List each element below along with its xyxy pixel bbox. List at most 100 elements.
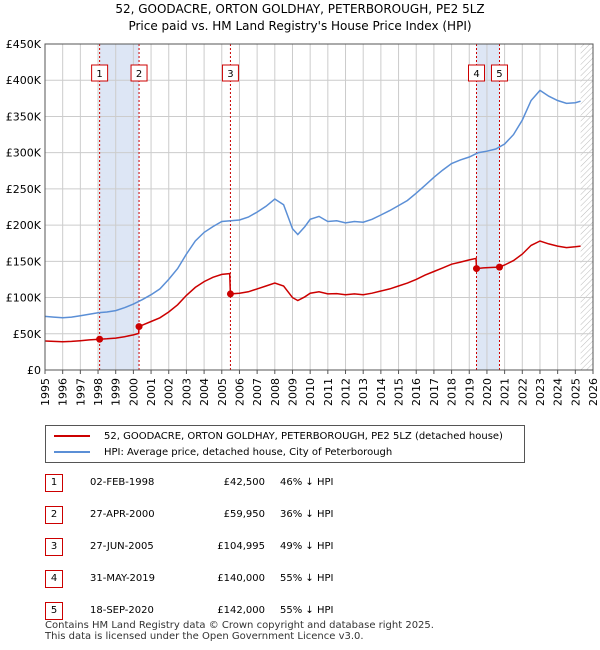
sale-price: £140,000 — [217, 573, 265, 584]
x-tick-label: 2012 — [340, 378, 353, 406]
sale-label: 4 — [473, 69, 479, 80]
sale-price: £104,995 — [217, 541, 265, 552]
plot-frame — [44, 43, 594, 371]
table-row: 3 27-JUN-2005 £104,995 49% ↓ HPI — [45, 538, 445, 556]
sale-price: £142,000 — [217, 605, 265, 616]
x-tick-label: 2020 — [481, 378, 494, 406]
y-tick-label: £50K — [13, 328, 42, 341]
x-tick-label: 2026 — [587, 378, 600, 406]
y-tick-label: £350K — [6, 110, 42, 123]
sale-label-box — [91, 64, 109, 82]
sale-label-box — [490, 64, 508, 82]
x-tick-label: 2023 — [534, 378, 547, 406]
x-tick-label: 2007 — [251, 378, 264, 406]
sale-price: £42,500 — [223, 477, 265, 488]
sale-label-box — [221, 64, 239, 82]
y-tick-label: £150K — [6, 255, 42, 268]
x-tick-label: 2018 — [446, 378, 459, 406]
sale-date: 27-APR-2000 — [90, 509, 155, 520]
hpi-line — [45, 89, 581, 319]
x-tick-label: 2002 — [163, 378, 176, 406]
sale-label: 3 — [227, 69, 233, 80]
x-tick-label: 2008 — [269, 378, 282, 406]
x-tick-label: 2015 — [393, 378, 406, 406]
property-price-line — [45, 240, 581, 343]
y-tick-label: £0 — [27, 364, 41, 377]
future-hatch — [580, 44, 593, 370]
sale-hpi-diff: 36% ↓ HPI — [280, 509, 334, 520]
sale-number: 5 — [45, 602, 63, 620]
x-tick-label: 2022 — [516, 378, 529, 406]
legend-property-label: 52, GOODACRE, ORTON GOLDHAY, PETERBOROUG… — [104, 430, 503, 442]
x-tick-label: 2003 — [180, 378, 193, 406]
sale-point — [135, 323, 143, 331]
x-tick-label: 2006 — [233, 378, 246, 406]
x-tick-label: 2021 — [499, 378, 512, 406]
x-tick-label: 2019 — [463, 378, 476, 406]
table-row: 4 31-MAY-2019 £140,000 55% ↓ HPI — [45, 570, 445, 588]
sale-date: 31-MAY-2019 — [90, 573, 156, 584]
sale-label: 1 — [96, 69, 102, 80]
sale-number: 3 — [45, 538, 63, 556]
x-tick-label: 2016 — [410, 378, 423, 406]
x-tick-label: 1998 — [92, 378, 105, 406]
chart-title-address: 52, GOODACRE, ORTON GOLDHAY, PETERBOROUG… — [115, 2, 485, 16]
x-tick-label: 2001 — [145, 378, 158, 406]
sale-date: 27-JUN-2005 — [90, 541, 154, 552]
x-tick-label: 1999 — [110, 378, 123, 406]
footer: Contains HM Land Registry data © Crown c… — [45, 620, 434, 642]
sale-label: 2 — [136, 69, 142, 80]
sale-hpi-diff: 55% ↓ HPI — [280, 605, 334, 616]
y-tick-label: £250K — [6, 183, 42, 196]
sale-label-box — [130, 64, 148, 82]
x-tick-label: 1996 — [57, 378, 70, 406]
sale-number: 4 — [45, 570, 63, 588]
sale-point — [473, 265, 481, 273]
table-row: 1 02-FEB-1998 £42,500 46% ↓ HPI — [45, 474, 445, 492]
x-tick-label: 2011 — [322, 378, 335, 406]
sale-hpi-diff: 55% ↓ HPI — [280, 573, 334, 584]
x-tick-label: 2014 — [375, 378, 388, 406]
sale-hpi-diff: 46% ↓ HPI — [280, 477, 334, 488]
sale-date: 02-FEB-1998 — [90, 477, 155, 488]
x-tick-label: 2009 — [286, 378, 299, 406]
legend-hpi: HPI: Average price, detached house, City… — [54, 444, 392, 460]
shaded-period — [99, 44, 140, 370]
x-tick-label: 2000 — [127, 378, 140, 406]
legend-hpi-swatch — [54, 451, 90, 453]
sale-label: 5 — [496, 69, 502, 80]
sale-date: 18-SEP-2020 — [90, 605, 154, 616]
table-row: 2 27-APR-2000 £59,950 36% ↓ HPI — [45, 506, 445, 524]
footer-licence: This data is licensed under the Open Gov… — [45, 631, 364, 642]
footer-copyright: Contains HM Land Registry data © Crown c… — [45, 620, 434, 631]
sale-label-box — [468, 64, 486, 82]
x-tick-label: 1995 — [39, 378, 52, 406]
x-tick-label: 2025 — [569, 378, 582, 406]
legend-hpi-label: HPI: Average price, detached house, City… — [104, 446, 393, 458]
x-tick-label: 2013 — [357, 378, 370, 406]
sale-number: 2 — [45, 506, 63, 524]
shaded-period — [476, 44, 500, 370]
legend-property: 52, GOODACRE, ORTON GOLDHAY, PETERBOROUG… — [54, 428, 503, 444]
x-tick-label: 2005 — [216, 378, 229, 406]
x-tick-label: 2004 — [198, 378, 211, 406]
legend: 52, GOODACRE, ORTON GOLDHAY, PETERBOROUG… — [45, 425, 525, 463]
x-tick-label: 2024 — [552, 378, 565, 406]
y-tick-label: £300K — [6, 147, 42, 160]
x-tick-label: 2017 — [428, 378, 441, 406]
sale-price: £59,950 — [223, 509, 265, 520]
sale-point — [495, 263, 503, 271]
x-tick-label: 2010 — [304, 378, 317, 406]
y-tick-label: £200K — [6, 219, 42, 232]
sale-number: 1 — [45, 474, 63, 492]
sale-point — [96, 335, 104, 343]
legend-property-swatch — [54, 435, 90, 437]
price-chart: 1 2 3 4 5 £0 £50K £100K £150K £200K £250K £300K £35… — [6, 38, 600, 406]
table-row: 5 18-SEP-2020 £142,000 55% ↓ HPI — [45, 602, 445, 620]
y-tick-label: £100K — [6, 292, 42, 305]
y-tick-label: £450K — [6, 38, 42, 51]
y-tick-label: £400K — [6, 74, 42, 87]
sale-point — [226, 290, 234, 298]
x-tick-label: 1997 — [74, 378, 87, 406]
sale-hpi-diff: 49% ↓ HPI — [280, 541, 334, 552]
